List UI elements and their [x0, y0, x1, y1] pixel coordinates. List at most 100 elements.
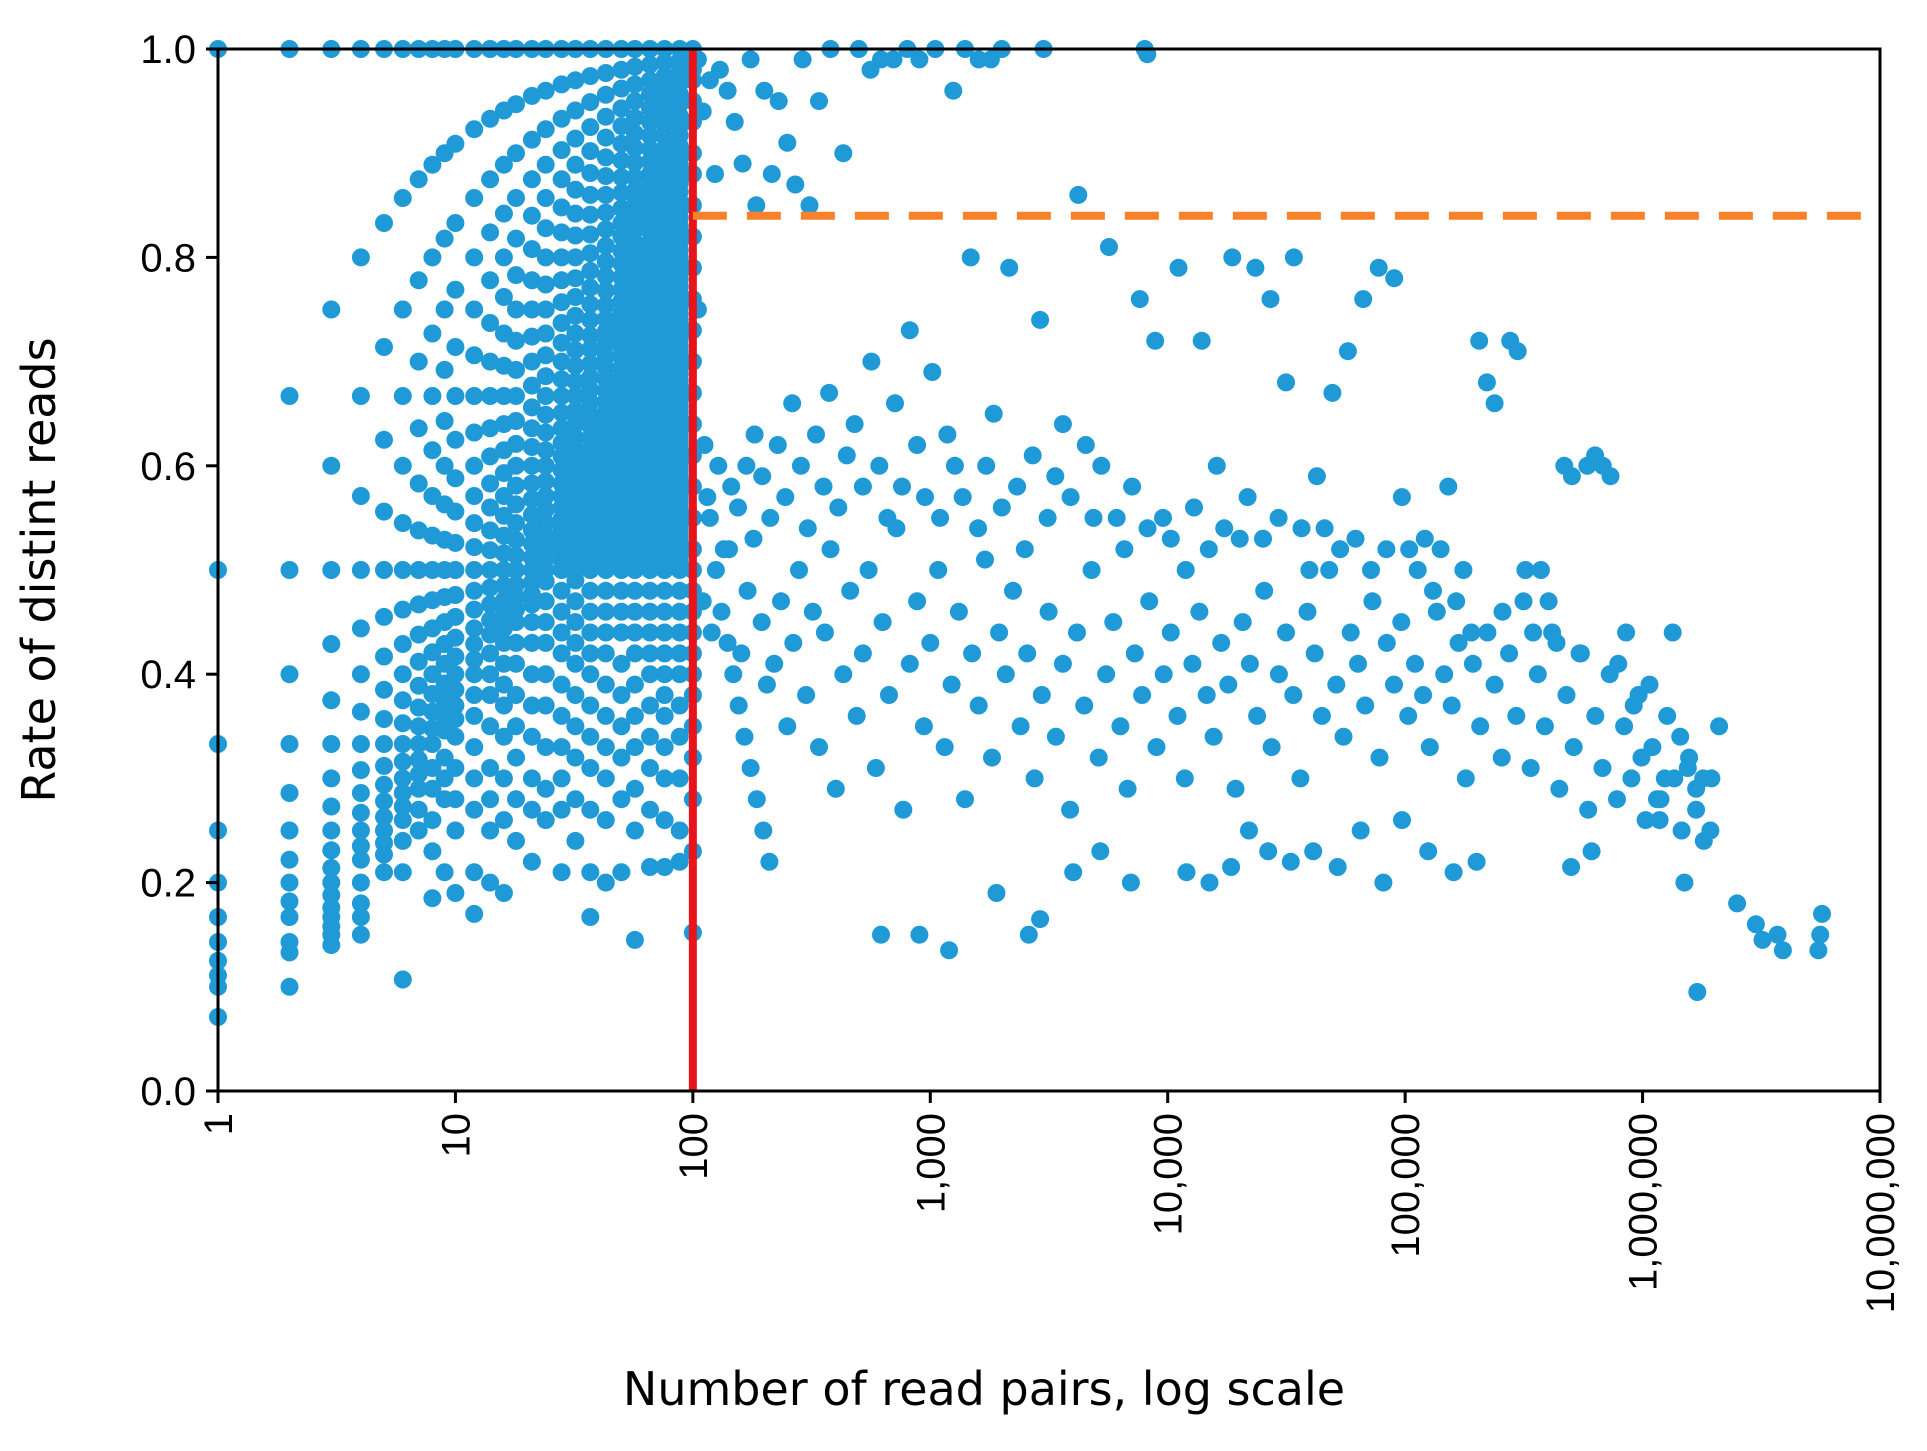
- data-point: [757, 675, 776, 694]
- data-point: [581, 561, 600, 579]
- data-point: [581, 340, 600, 359]
- data-point: [1470, 331, 1489, 350]
- data-point: [522, 206, 541, 225]
- data-point: [435, 456, 454, 475]
- data-point: [536, 346, 555, 365]
- data-point: [596, 267, 615, 286]
- data-point: [566, 341, 585, 360]
- data-point: [351, 908, 370, 926]
- data-point: [280, 892, 299, 911]
- data-point: [581, 244, 600, 263]
- x-tick-label: 100,000: [1384, 1113, 1428, 1258]
- data-point: [596, 644, 615, 663]
- data-point: [1118, 779, 1137, 798]
- data-point: [1312, 706, 1331, 725]
- data-point: [393, 665, 412, 684]
- data-point: [768, 436, 787, 454]
- data-point: [536, 405, 555, 424]
- data-point: [1636, 811, 1655, 830]
- data-point: [465, 561, 484, 579]
- data-point: [1023, 446, 1042, 465]
- data-point: [581, 326, 600, 345]
- data-point: [446, 628, 465, 647]
- data-point: [494, 155, 513, 174]
- data-point: [552, 433, 571, 452]
- data-point: [1420, 738, 1439, 757]
- data-point: [1521, 759, 1540, 777]
- data-point: [1146, 331, 1165, 350]
- data-point: [1463, 654, 1482, 673]
- data-point: [625, 195, 644, 214]
- data-point: [790, 561, 808, 579]
- data-point: [625, 644, 644, 663]
- data-point: [1377, 633, 1396, 652]
- data-point: [581, 623, 600, 642]
- data-point: [465, 514, 484, 533]
- data-point: [536, 189, 555, 207]
- data-point: [916, 488, 934, 507]
- data-point: [784, 633, 803, 652]
- data-point: [894, 800, 913, 819]
- data-point: [375, 214, 393, 232]
- data-point: [446, 561, 465, 579]
- data-point: [393, 970, 412, 989]
- data-point: [494, 811, 513, 830]
- data-point: [280, 821, 299, 840]
- data-point: [552, 271, 571, 290]
- data-point: [1185, 498, 1203, 517]
- data-point: [481, 665, 500, 684]
- data-point: [581, 800, 600, 819]
- data-point: [552, 75, 571, 94]
- data-point: [507, 331, 525, 350]
- data-point: [1161, 623, 1180, 642]
- data-point: [596, 107, 615, 126]
- data-point: [596, 623, 615, 642]
- data-point: [446, 647, 465, 666]
- data-point: [762, 165, 781, 183]
- data-point: [522, 130, 541, 149]
- data-point: [465, 456, 484, 475]
- data-point: [351, 387, 370, 405]
- data-point: [984, 404, 1003, 423]
- data-point: [1354, 290, 1373, 309]
- data-point: [1204, 727, 1223, 746]
- data-point: [1467, 852, 1486, 871]
- data-point: [552, 863, 571, 882]
- data-point: [969, 696, 988, 715]
- data-point: [1539, 592, 1558, 611]
- data-point: [552, 141, 571, 160]
- data-point: [700, 508, 719, 527]
- data-point: [1508, 342, 1527, 361]
- data-point: [566, 269, 585, 288]
- data-point: [552, 109, 571, 128]
- data-point: [552, 581, 571, 600]
- data-point: [1168, 706, 1187, 725]
- data-point: [641, 858, 659, 876]
- data-point: [481, 717, 500, 736]
- data-point: [522, 419, 541, 438]
- data-point: [446, 533, 465, 552]
- data-point: [625, 581, 644, 600]
- data-point: [494, 884, 513, 902]
- data-point: [612, 561, 631, 579]
- data-point: [280, 735, 299, 753]
- data-point: [596, 236, 615, 255]
- x-tick-label: 100: [672, 1113, 716, 1180]
- data-point: [625, 221, 644, 240]
- data-point: [522, 505, 541, 524]
- data-point: [1385, 269, 1404, 288]
- data-point: [507, 189, 525, 207]
- data-point: [1688, 983, 1707, 1001]
- data-point: [949, 602, 968, 621]
- data-point: [596, 309, 615, 328]
- data-point: [655, 581, 674, 600]
- data-point: [465, 904, 484, 923]
- data-point: [612, 268, 631, 287]
- data-point: [536, 592, 555, 611]
- data-point: [536, 633, 555, 652]
- data-point: [581, 665, 600, 684]
- data-point: [423, 779, 442, 798]
- data-point: [596, 675, 615, 694]
- data-point: [612, 199, 631, 218]
- data-point: [351, 925, 370, 944]
